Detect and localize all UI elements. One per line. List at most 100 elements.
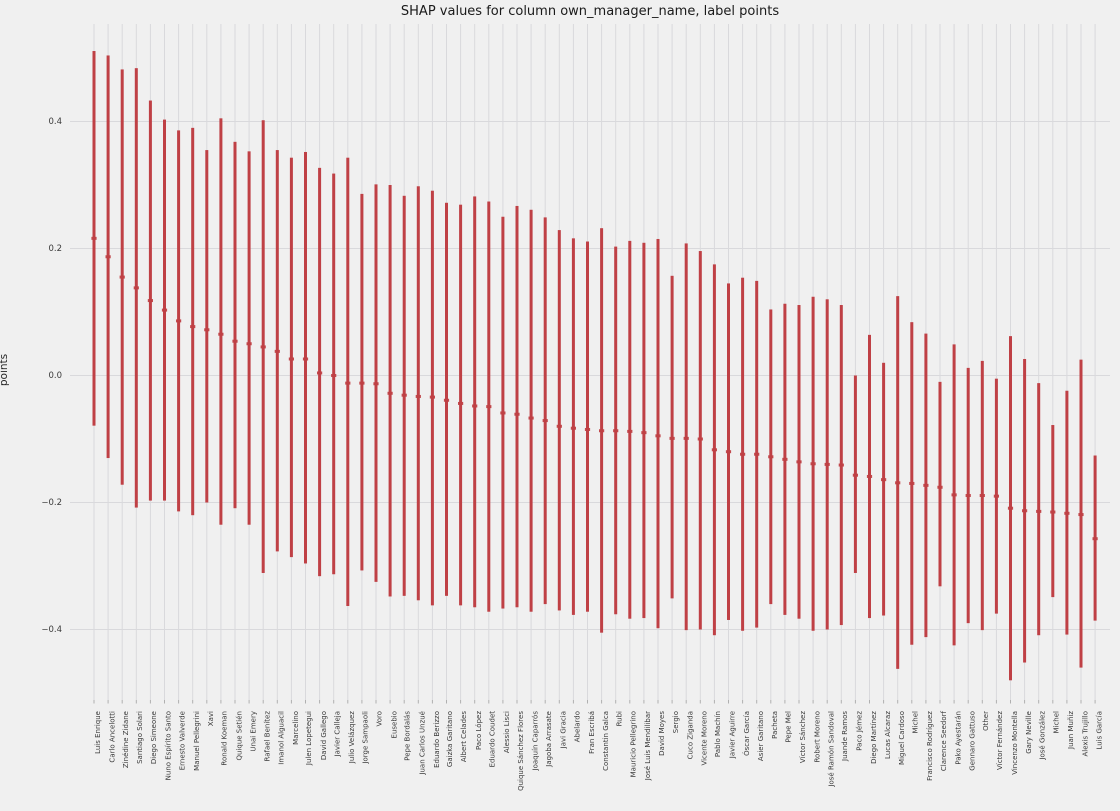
x-tick-label: Gennaro Gattuso bbox=[968, 711, 977, 771]
error-bar-center-marker bbox=[91, 236, 97, 240]
error-bar-center-marker bbox=[387, 391, 393, 395]
error-bar-center-marker bbox=[147, 299, 153, 303]
x-tick-label: Juande Ramos bbox=[841, 711, 850, 761]
error-bar-center-marker bbox=[373, 382, 379, 386]
x-tick-label: Xavi bbox=[206, 711, 215, 727]
error-bar-center-marker bbox=[796, 460, 802, 464]
error-bar bbox=[656, 238, 660, 629]
x-tick-label: Eduardo Coudet bbox=[488, 711, 497, 768]
x-tick-label: Lucas Alcaraz bbox=[883, 711, 892, 759]
error-bar-center-marker bbox=[528, 416, 534, 420]
error-bar bbox=[515, 205, 519, 608]
y-tick-label: 0.2 bbox=[48, 243, 62, 254]
error-bar-center-marker bbox=[119, 275, 125, 279]
error-bar bbox=[416, 186, 420, 601]
error-bar-center-marker bbox=[500, 411, 506, 415]
x-tick-label: Víctor Fernández bbox=[996, 711, 1005, 771]
x-tick-label: Mauricio Pellegrino bbox=[629, 711, 638, 778]
x-tick-label: Unai Emery bbox=[249, 711, 258, 752]
error-bar-center-marker bbox=[472, 404, 478, 408]
error-bar-center-marker bbox=[1064, 511, 1070, 515]
error-bar bbox=[459, 204, 463, 606]
error-bar-center-marker bbox=[401, 393, 407, 397]
error-bar-center-marker bbox=[232, 339, 238, 343]
error-bar bbox=[571, 238, 575, 615]
x-tick-label: Miguel Cardoso bbox=[897, 711, 906, 765]
x-tick-label: Óscar García bbox=[742, 711, 751, 756]
x-tick-label: Pako Ayestarán bbox=[954, 711, 963, 765]
error-bar-center-marker bbox=[810, 462, 816, 466]
error-bar bbox=[219, 118, 223, 525]
error-bar-center-marker bbox=[599, 429, 605, 433]
chart-title: SHAP values for column own_manager_name,… bbox=[400, 4, 780, 19]
x-tick-label: Pablo Machín bbox=[714, 711, 723, 758]
x-tick-label: Eduardo Berizzo bbox=[432, 711, 441, 768]
error-bar-center-marker bbox=[909, 481, 915, 485]
error-bar bbox=[529, 209, 533, 612]
x-tick-label: Ronald Koeman bbox=[220, 711, 229, 766]
x-tick-label: Juan Carlos Unzué bbox=[418, 711, 427, 775]
y-tick-label: −0.2 bbox=[41, 497, 62, 508]
error-bar-center-marker bbox=[683, 436, 689, 440]
error-bar-center-marker bbox=[1078, 513, 1084, 517]
error-bar-center-marker bbox=[190, 325, 196, 329]
error-bar-center-marker bbox=[754, 452, 760, 456]
x-tick-label: Javier Aguirre bbox=[728, 711, 737, 759]
x-tick-label: Javier Calleja bbox=[333, 711, 342, 757]
error-bar-center-marker bbox=[979, 494, 985, 498]
error-bar bbox=[882, 362, 886, 616]
x-tick-label: Marcelino bbox=[291, 711, 300, 745]
x-tick-label: Abelardo bbox=[573, 711, 582, 743]
x-tick-label: Jagoba Arrasate bbox=[545, 711, 554, 767]
error-bar-center-marker bbox=[740, 452, 746, 456]
error-bar-center-marker bbox=[641, 431, 647, 435]
x-tick-label: José González bbox=[1038, 711, 1047, 760]
error-bar-center-marker bbox=[782, 457, 788, 461]
error-bar-center-marker bbox=[669, 436, 675, 440]
error-bar bbox=[191, 127, 195, 516]
x-tick-label: Javi Gracia bbox=[559, 711, 568, 749]
x-tick-label: Nuno Espírito Santo bbox=[164, 711, 173, 781]
x-tick-label: Clarence Seedorf bbox=[940, 711, 948, 772]
error-bar-center-marker bbox=[486, 405, 492, 409]
error-bar-center-marker bbox=[1092, 537, 1098, 541]
error-bar bbox=[247, 151, 251, 525]
error-bar-center-marker bbox=[345, 381, 351, 385]
x-tick-label: Pacheta bbox=[770, 711, 779, 739]
error-bar-center-marker bbox=[359, 381, 365, 385]
x-tick-label: Imanol Alguacil bbox=[277, 711, 286, 765]
error-bar bbox=[205, 150, 209, 503]
error-bar-center-marker bbox=[1050, 510, 1056, 514]
error-bar-center-marker bbox=[176, 319, 182, 323]
x-tick-label: Eusebio bbox=[390, 711, 399, 739]
x-tick-label: Pepe Mel bbox=[784, 711, 793, 743]
x-tick-label: Rafael Benítez bbox=[263, 711, 272, 762]
x-tick-label: José Luis Mendilibar bbox=[643, 711, 652, 781]
error-bar-center-marker bbox=[458, 401, 464, 405]
x-tick-label: Pepe Bordalás bbox=[404, 711, 413, 761]
x-tick-label: Quique Sánchez Flores bbox=[517, 711, 525, 791]
x-tick-label: Asier Garitano bbox=[756, 711, 765, 762]
x-tick-label: José Ramón Sandoval bbox=[827, 711, 836, 787]
error-bar-center-marker bbox=[133, 286, 139, 290]
error-bar bbox=[388, 185, 392, 597]
error-bar-center-marker bbox=[584, 427, 591, 431]
x-tick-label: Voro bbox=[376, 711, 384, 727]
error-bar-center-marker bbox=[218, 332, 224, 336]
error-bar-center-marker bbox=[937, 485, 943, 489]
x-tick-label: Carlo Ancelotti bbox=[108, 711, 117, 763]
error-bar-center-marker bbox=[613, 429, 619, 433]
error-bar bbox=[938, 381, 942, 587]
x-tick-label: Cuco Ziganda bbox=[686, 711, 695, 760]
error-bar-center-marker bbox=[711, 448, 717, 452]
x-tick-label: Jorge Sampaoli bbox=[361, 711, 370, 764]
x-tick-label: Constantin Galca bbox=[601, 711, 610, 771]
error-bar bbox=[473, 196, 477, 608]
error-bar-center-marker bbox=[824, 462, 830, 466]
error-bar-center-marker bbox=[951, 493, 957, 497]
error-bar-center-marker bbox=[317, 371, 323, 375]
error-bar-center-marker bbox=[288, 357, 294, 361]
error-bar-center-marker bbox=[697, 437, 703, 441]
error-bar-center-marker bbox=[274, 349, 280, 353]
x-tick-label: Julio Velázquez bbox=[347, 711, 356, 764]
